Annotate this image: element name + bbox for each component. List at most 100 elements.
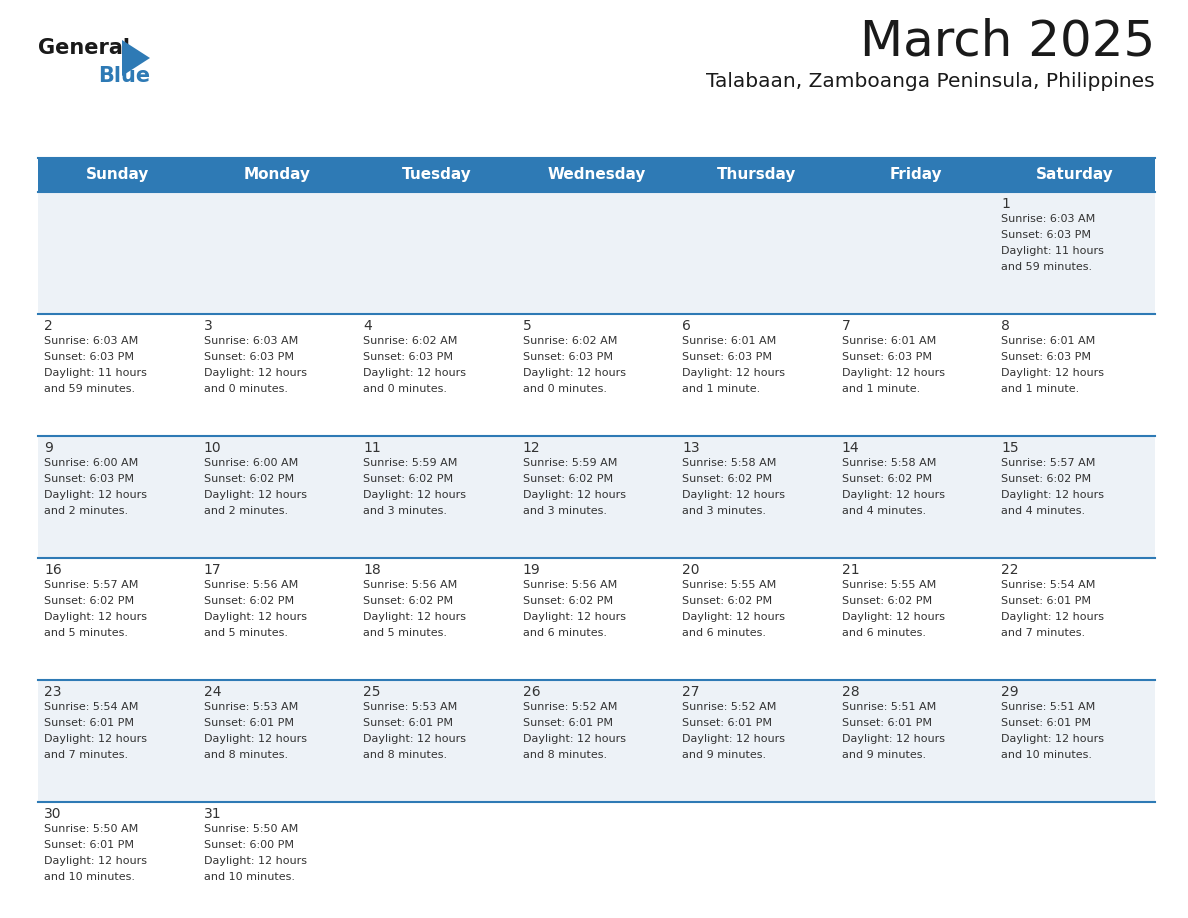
Text: Sunrise: 5:59 AM: Sunrise: 5:59 AM	[364, 458, 457, 468]
Text: Daylight: 12 hours: Daylight: 12 hours	[44, 856, 147, 866]
Text: Sunset: 6:02 PM: Sunset: 6:02 PM	[842, 474, 931, 484]
Text: Sunset: 6:03 PM: Sunset: 6:03 PM	[842, 352, 931, 362]
Text: Sunrise: 5:52 AM: Sunrise: 5:52 AM	[682, 702, 777, 712]
Bar	[38, 802, 1155, 918]
Text: and 6 minutes.: and 6 minutes.	[682, 628, 766, 638]
Text: Daylight: 12 hours: Daylight: 12 hours	[364, 368, 466, 378]
Text: 8: 8	[1001, 319, 1010, 333]
Text: and 4 minutes.: and 4 minutes.	[842, 506, 925, 516]
Text: Sunrise: 6:03 AM: Sunrise: 6:03 AM	[44, 336, 138, 346]
Text: Daylight: 12 hours: Daylight: 12 hours	[203, 856, 307, 866]
Text: and 10 minutes.: and 10 minutes.	[1001, 750, 1093, 760]
Text: Sunset: 6:02 PM: Sunset: 6:02 PM	[842, 596, 931, 606]
Text: Sunset: 6:01 PM: Sunset: 6:01 PM	[1001, 718, 1092, 728]
Text: Sunset: 6:02 PM: Sunset: 6:02 PM	[364, 474, 454, 484]
Text: Blue: Blue	[97, 66, 150, 86]
Text: 29: 29	[1001, 685, 1019, 699]
Bar	[38, 436, 1155, 558]
Text: Sunrise: 5:58 AM: Sunrise: 5:58 AM	[682, 458, 777, 468]
Text: Daylight: 12 hours: Daylight: 12 hours	[203, 734, 307, 744]
Bar	[38, 558, 1155, 680]
Text: Sunset: 6:01 PM: Sunset: 6:01 PM	[44, 840, 134, 850]
Text: Daylight: 12 hours: Daylight: 12 hours	[364, 612, 466, 622]
Text: Sunset: 6:01 PM: Sunset: 6:01 PM	[203, 718, 293, 728]
Text: 9: 9	[44, 441, 53, 455]
Text: Sunset: 6:02 PM: Sunset: 6:02 PM	[682, 474, 772, 484]
Bar	[38, 158, 1155, 192]
Text: and 59 minutes.: and 59 minutes.	[44, 384, 135, 394]
Text: Sunrise: 5:56 AM: Sunrise: 5:56 AM	[203, 580, 298, 590]
Text: Sunrise: 5:50 AM: Sunrise: 5:50 AM	[44, 824, 138, 834]
Text: Sunrise: 6:03 AM: Sunrise: 6:03 AM	[203, 336, 298, 346]
Text: Daylight: 11 hours: Daylight: 11 hours	[44, 368, 147, 378]
Text: Daylight: 12 hours: Daylight: 12 hours	[682, 612, 785, 622]
Bar	[38, 314, 1155, 436]
Text: Sunset: 6:01 PM: Sunset: 6:01 PM	[1001, 596, 1092, 606]
Text: Sunrise: 5:53 AM: Sunrise: 5:53 AM	[364, 702, 457, 712]
Text: 20: 20	[682, 563, 700, 577]
Text: Sunrise: 5:58 AM: Sunrise: 5:58 AM	[842, 458, 936, 468]
Text: Sunrise: 6:01 AM: Sunrise: 6:01 AM	[1001, 336, 1095, 346]
Text: Sunrise: 5:53 AM: Sunrise: 5:53 AM	[203, 702, 298, 712]
Text: 22: 22	[1001, 563, 1019, 577]
Text: Sunset: 6:02 PM: Sunset: 6:02 PM	[44, 596, 134, 606]
Text: Sunset: 6:03 PM: Sunset: 6:03 PM	[1001, 230, 1092, 240]
Text: Tuesday: Tuesday	[402, 167, 472, 183]
Text: Sunset: 6:01 PM: Sunset: 6:01 PM	[682, 718, 772, 728]
Text: March 2025: March 2025	[860, 18, 1155, 66]
Text: and 9 minutes.: and 9 minutes.	[682, 750, 766, 760]
Text: Monday: Monday	[244, 167, 311, 183]
Text: 16: 16	[44, 563, 62, 577]
Text: and 8 minutes.: and 8 minutes.	[523, 750, 607, 760]
Text: Sunset: 6:03 PM: Sunset: 6:03 PM	[1001, 352, 1092, 362]
Text: Sunrise: 6:00 AM: Sunrise: 6:00 AM	[203, 458, 298, 468]
Text: Sunrise: 5:54 AM: Sunrise: 5:54 AM	[44, 702, 138, 712]
Text: Daylight: 12 hours: Daylight: 12 hours	[203, 368, 307, 378]
Text: Sunset: 6:03 PM: Sunset: 6:03 PM	[44, 352, 134, 362]
Text: Daylight: 12 hours: Daylight: 12 hours	[682, 734, 785, 744]
Text: Sunrise: 5:55 AM: Sunrise: 5:55 AM	[842, 580, 936, 590]
Text: Daylight: 12 hours: Daylight: 12 hours	[1001, 490, 1105, 500]
Bar	[38, 680, 1155, 802]
Text: Sunset: 6:02 PM: Sunset: 6:02 PM	[1001, 474, 1092, 484]
Text: 11: 11	[364, 441, 381, 455]
Text: Daylight: 12 hours: Daylight: 12 hours	[682, 368, 785, 378]
Text: 30: 30	[44, 807, 62, 821]
Text: Daylight: 12 hours: Daylight: 12 hours	[364, 490, 466, 500]
Text: and 7 minutes.: and 7 minutes.	[44, 750, 128, 760]
Text: General: General	[38, 38, 129, 58]
Text: Daylight: 12 hours: Daylight: 12 hours	[523, 490, 626, 500]
Text: Sunrise: 6:02 AM: Sunrise: 6:02 AM	[523, 336, 617, 346]
Text: Sunrise: 6:01 AM: Sunrise: 6:01 AM	[842, 336, 936, 346]
Text: Sunset: 6:01 PM: Sunset: 6:01 PM	[44, 718, 134, 728]
Text: 21: 21	[842, 563, 859, 577]
Text: and 7 minutes.: and 7 minutes.	[1001, 628, 1086, 638]
Text: Daylight: 12 hours: Daylight: 12 hours	[842, 734, 944, 744]
Text: and 3 minutes.: and 3 minutes.	[523, 506, 607, 516]
Text: Daylight: 12 hours: Daylight: 12 hours	[523, 734, 626, 744]
Text: 13: 13	[682, 441, 700, 455]
Text: Sunrise: 6:01 AM: Sunrise: 6:01 AM	[682, 336, 777, 346]
Text: Sunrise: 5:55 AM: Sunrise: 5:55 AM	[682, 580, 777, 590]
Text: 12: 12	[523, 441, 541, 455]
Text: Sunday: Sunday	[86, 167, 150, 183]
Text: Sunset: 6:03 PM: Sunset: 6:03 PM	[203, 352, 293, 362]
Text: Daylight: 12 hours: Daylight: 12 hours	[44, 734, 147, 744]
Text: Sunset: 6:00 PM: Sunset: 6:00 PM	[203, 840, 293, 850]
Text: Talabaan, Zamboanga Peninsula, Philippines: Talabaan, Zamboanga Peninsula, Philippin…	[707, 72, 1155, 91]
Text: and 0 minutes.: and 0 minutes.	[203, 384, 287, 394]
Text: and 9 minutes.: and 9 minutes.	[842, 750, 925, 760]
Text: Daylight: 12 hours: Daylight: 12 hours	[682, 490, 785, 500]
Text: Daylight: 12 hours: Daylight: 12 hours	[842, 368, 944, 378]
Text: Daylight: 12 hours: Daylight: 12 hours	[1001, 734, 1105, 744]
Text: Sunset: 6:03 PM: Sunset: 6:03 PM	[682, 352, 772, 362]
Text: and 6 minutes.: and 6 minutes.	[842, 628, 925, 638]
Text: 2: 2	[44, 319, 52, 333]
Text: Friday: Friday	[890, 167, 942, 183]
Text: and 5 minutes.: and 5 minutes.	[364, 628, 447, 638]
Text: Sunrise: 6:02 AM: Sunrise: 6:02 AM	[364, 336, 457, 346]
Text: 17: 17	[203, 563, 221, 577]
Text: 1: 1	[1001, 197, 1010, 211]
Text: Daylight: 11 hours: Daylight: 11 hours	[1001, 246, 1105, 256]
Text: and 10 minutes.: and 10 minutes.	[44, 872, 135, 882]
